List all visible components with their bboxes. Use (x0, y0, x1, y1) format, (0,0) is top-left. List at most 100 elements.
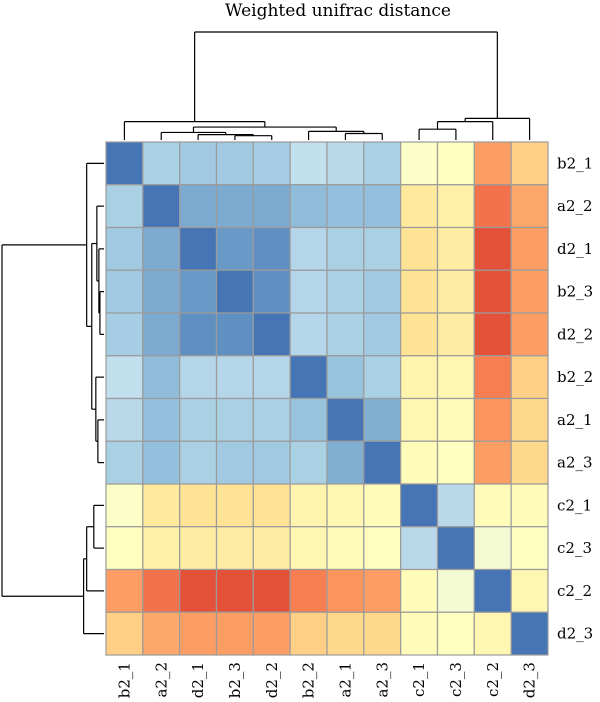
heatmap-cell-c2_2-a2_1 (326, 568, 365, 613)
heatmap-cell-b2_3-c2_2 (473, 269, 512, 314)
heatmap-cell-b2_3-b2_2 (289, 269, 328, 314)
heatmap-cell-d2_3-a2_2 (142, 611, 181, 656)
heatmap-cell-d2_3-a2_1 (326, 611, 365, 656)
heatmap-cell-a2_1-b2_3 (215, 397, 254, 442)
heatmap-cell-c2_1-c2_3 (436, 483, 475, 528)
heatmap-cell-d2_1-c2_3 (436, 226, 475, 271)
heatmap-cell-b2_3-c2_1 (400, 269, 439, 314)
heatmap-cell-a2_1-d2_2 (252, 397, 291, 442)
heatmap-cell-b2_1-c2_3 (436, 141, 475, 186)
heatmap-cell-b2_1-a2_3 (363, 141, 402, 186)
heatmap-cell-d2_1-c2_2 (473, 226, 512, 271)
row-label-a2_3: a2_3 (557, 454, 593, 472)
col-label-c2_1: c2_1 (410, 662, 428, 697)
heatmap-cell-c2_2-a2_3 (363, 568, 402, 613)
heatmap-cell-a2_2-b2_1 (105, 184, 144, 229)
heatmap-cell-a2_2-d2_1 (179, 184, 218, 229)
heatmap-cell-c2_1-c2_2 (473, 483, 512, 528)
heatmap-cell-a2_1-b2_2 (289, 397, 328, 442)
heatmap-cell-c2_1-c2_1 (400, 483, 439, 528)
heatmap-cell-b2_2-d2_1 (179, 355, 218, 400)
heatmap-cell-c2_3-a2_3 (363, 526, 402, 571)
heatmap-cell-a2_3-c2_3 (436, 440, 475, 485)
heatmap-cell-b2_3-d2_3 (510, 269, 549, 314)
heatmap-cell-c2_3-a2_1 (326, 526, 365, 571)
heatmap-cell-a2_2-b2_3 (215, 184, 254, 229)
heatmap-cell-d2_3-b2_3 (215, 611, 254, 656)
heatmap-cells (105, 141, 549, 656)
heatmap-cell-c2_2-d2_1 (179, 568, 218, 613)
heatmap-cell-a2_2-a2_1 (326, 184, 365, 229)
heatmap-cell-a2_3-d2_1 (179, 440, 218, 485)
heatmap-cell-a2_3-d2_3 (510, 440, 549, 485)
heatmap-cell-b2_2-a2_1 (326, 355, 365, 400)
row-label-c2_3: c2_3 (557, 539, 592, 557)
heatmap-cell-c2_2-c2_3 (436, 568, 475, 613)
heatmap-cell-b2_3-a2_3 (363, 269, 402, 314)
heatmap-cell-d2_2-b2_2 (289, 312, 328, 357)
heatmap-cell-d2_2-d2_2 (252, 312, 291, 357)
heatmap-cell-d2_2-a2_3 (363, 312, 402, 357)
heatmap-cell-c2_2-b2_2 (289, 568, 328, 613)
heatmap-cell-a2_1-c2_3 (436, 397, 475, 442)
row-label-c2_1: c2_1 (557, 496, 592, 514)
heatmap-cell-a2_3-a2_2 (142, 440, 181, 485)
heatmap-cell-b2_1-d2_2 (252, 141, 291, 186)
heatmap-cell-b2_3-b2_1 (105, 269, 144, 314)
heatmap-cell-d2_3-c2_1 (400, 611, 439, 656)
heatmap-cell-a2_2-d2_2 (252, 184, 291, 229)
heatmap-cell-c2_1-d2_2 (252, 483, 291, 528)
col-label-a2_2: a2_2 (152, 662, 170, 698)
heatmap-cell-a2_2-c2_2 (473, 184, 512, 229)
heatmap-cell-d2_3-d2_2 (252, 611, 291, 656)
heatmap-cell-c2_2-c2_1 (400, 568, 439, 613)
heatmap-cell-c2_3-b2_1 (105, 526, 144, 571)
heatmap-cell-b2_1-b2_1 (105, 141, 144, 186)
heatmap-cell-d2_1-d2_1 (179, 226, 218, 271)
heatmap-cell-c2_2-d2_2 (252, 568, 291, 613)
heatmap-cell-a2_1-b2_1 (105, 397, 144, 442)
heatmap-cell-a2_3-b2_1 (105, 440, 144, 485)
heatmap-cell-a2_2-a2_3 (363, 184, 402, 229)
heatmap-cell-d2_2-a2_2 (142, 312, 181, 357)
heatmap-cell-c2_1-a2_2 (142, 483, 181, 528)
heatmap-cell-b2_1-a2_2 (142, 141, 181, 186)
col-label-a2_1: a2_1 (336, 662, 354, 698)
heatmap-cell-d2_3-a2_3 (363, 611, 402, 656)
heatmap-cell-a2_1-c2_2 (473, 397, 512, 442)
heatmap-cell-a2_2-b2_2 (289, 184, 328, 229)
heatmap-cell-c2_1-a2_1 (326, 483, 365, 528)
heatmap-cell-c2_1-b2_1 (105, 483, 144, 528)
row-label-c2_2: c2_2 (557, 582, 592, 600)
heatmap-cell-b2_2-c2_3 (436, 355, 475, 400)
heatmap-cell-c2_1-b2_2 (289, 483, 328, 528)
heatmap-cell-a2_2-c2_1 (400, 184, 439, 229)
heatmap-cell-c2_3-b2_2 (289, 526, 328, 571)
heatmap-cell-c2_1-d2_3 (510, 483, 549, 528)
col-label-c2_2: c2_2 (484, 662, 502, 697)
heatmap-cell-a2_1-c2_1 (400, 397, 439, 442)
heatmap-cell-c2_3-c2_2 (473, 526, 512, 571)
heatmap-cell-b2_2-d2_3 (510, 355, 549, 400)
row-label-b2_2: b2_2 (557, 368, 593, 386)
heatmap-cell-d2_2-b2_1 (105, 312, 144, 357)
heatmap-cell-d2_3-d2_3 (510, 611, 549, 656)
heatmap-cell-d2_2-c2_2 (473, 312, 512, 357)
heatmap-cell-a2_1-d2_3 (510, 397, 549, 442)
heatmap-cell-d2_1-a2_2 (142, 226, 181, 271)
heatmap-cell-a2_2-a2_2 (142, 184, 181, 229)
heatmap-cell-b2_1-b2_2 (289, 141, 328, 186)
row-labels: b2_1 a2_2 d2_1 b2_3 d2_2 b2_2 a2_1 a2_3 c2_1 c2_3… (557, 154, 593, 642)
heatmap-cell-d2_1-b2_2 (289, 226, 328, 271)
heatmap-cell-d2_3-c2_2 (473, 611, 512, 656)
row-label-d2_3: d2_3 (557, 625, 593, 643)
col-label-d2_2: d2_2 (263, 662, 281, 698)
heatmap-cell-c2_3-c2_3 (436, 526, 475, 571)
col-label-b2_1: b2_1 (115, 662, 133, 698)
heatmap-cell-d2_1-a2_1 (326, 226, 365, 271)
heatmap-cell-b2_2-c2_1 (400, 355, 439, 400)
column-labels: b2_1 a2_2 d2_1 b2_3 d2_2 b2_2 a2_1 a2_3 c2_1 c2_3… (115, 662, 538, 698)
heatmap-cell-c2_2-b2_1 (105, 568, 144, 613)
heatmap-cell-a2_3-c2_2 (473, 440, 512, 485)
